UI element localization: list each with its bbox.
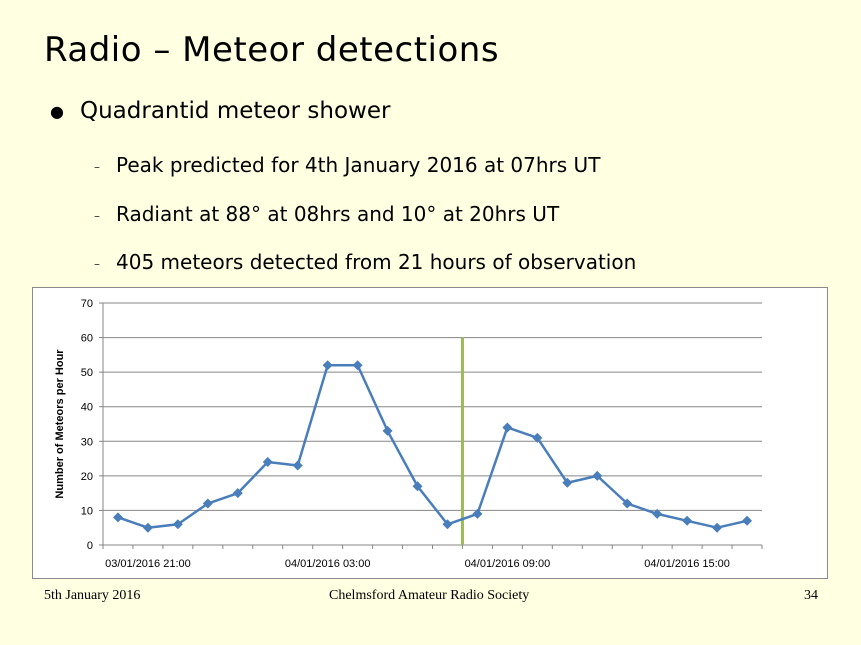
footer-society: Chelmsford Amateur Radio Society [329, 588, 530, 603]
footer-date: 5th January 2016 [44, 588, 141, 603]
dash-icon: – [94, 159, 100, 174]
data-point [712, 522, 723, 533]
bullet-dot-icon: ● [50, 102, 64, 121]
data-point [502, 422, 513, 433]
dash-icon: – [94, 256, 100, 271]
meteor-chart: 0 10 20 30 40 50 60 70 03/01/2016 21:00 04/01/201… [32, 287, 828, 579]
data-point [352, 360, 363, 371]
x-tick-label: 04/01/2016 09:00 [465, 558, 551, 570]
y-tick-label: 60 [81, 333, 93, 345]
y-tick-label: 10 [81, 505, 93, 517]
y-tick-label: 20 [81, 471, 93, 483]
data-point [742, 515, 753, 526]
data-point [232, 488, 243, 499]
sub-bullet-text: 405 meteors detected from 21 hours of ob… [116, 250, 637, 274]
sub-bullet-radiant: – Radiant at 88° at 08hrs and 10° at 20hr… [94, 202, 559, 226]
data-point [532, 432, 543, 443]
bullet-quadrantid: ● Quadrantid meteor shower [50, 98, 390, 124]
x-tick-label: 04/01/2016 15:00 [644, 558, 730, 570]
data-point [472, 508, 483, 519]
data-point [442, 519, 453, 530]
sub-bullet-text: Peak predicted for 4th January 2016 at 0… [116, 153, 601, 177]
sub-bullet-peak: – Peak predicted for 4th January 2016 at … [94, 153, 600, 177]
data-point [382, 425, 393, 436]
data-point [322, 360, 333, 371]
y-tick-label: 70 [81, 298, 93, 310]
y-axis-label: Number of Meteors per Hour [54, 349, 66, 499]
y-tick-label: 30 [81, 436, 93, 448]
dash-icon: – [94, 208, 100, 223]
y-tick-label: 40 [81, 402, 93, 414]
data-point [112, 512, 123, 523]
sub-bullet-count: – 405 meteors detected from 21 hours of o… [94, 250, 636, 274]
data-point [292, 460, 303, 471]
data-point [682, 515, 693, 526]
y-tick-label: 0 [87, 540, 93, 552]
data-point [622, 498, 633, 509]
footer-page-number: 34 [804, 588, 818, 603]
data-point [652, 508, 663, 519]
data-point [592, 470, 603, 481]
x-tick-label: 04/01/2016 03:00 [285, 558, 371, 570]
sub-bullet-text: Radiant at 88° at 08hrs and 10° at 20hrs… [116, 202, 560, 226]
data-point [262, 457, 273, 468]
data-point [562, 477, 573, 488]
data-point [172, 519, 183, 530]
series-line [117, 363, 748, 529]
meteor-chart-svg: 0 10 20 30 40 50 60 70 03/01/2016 21:00 04/01/201… [54, 298, 763, 570]
y-tick-label: 50 [81, 367, 93, 379]
bullet-text: Quadrantid meteor shower [80, 98, 391, 124]
x-tick-label: 03/01/2016 21:00 [105, 558, 191, 570]
slide-title: Radio – Meteor detections [44, 30, 500, 70]
data-point [412, 481, 423, 492]
data-point [202, 498, 213, 509]
data-point [142, 522, 153, 533]
